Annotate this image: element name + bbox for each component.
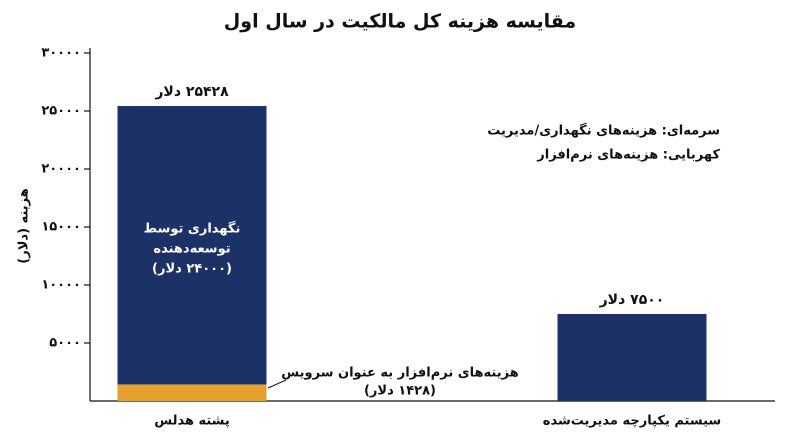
y-axis-label: هزینه (دلار) — [17, 188, 32, 263]
legend-entry: کهربایی: هزینه‌های نرم‌افزار — [536, 148, 720, 163]
bar-annotation: توسعه‌دهنده — [153, 242, 230, 257]
y-tick-label: ۳۰۰۰۰ — [41, 46, 81, 61]
legend-entry: سرمه‌ای: هزینه‌های نگهداری/مدیریت — [487, 123, 720, 139]
y-tick-label: ۲۰۰۰۰ — [41, 162, 81, 177]
x-tick-label: سیستم یکپارچه مدیریت‌شده — [543, 414, 721, 429]
total-label: ۷۵۰۰ دلار — [599, 292, 665, 308]
bar-annotation: نگهداری توسط — [144, 221, 241, 237]
y-tick-label: ۱۵۰۰۰ — [41, 220, 81, 235]
y-tick-label: ۱۰۰۰۰ — [41, 278, 81, 293]
y-tick-label: ۵۰۰۰ — [49, 336, 81, 351]
chart-title: مقایسه هزینه کل مالکیت در سال اول — [224, 11, 576, 33]
bar-segment — [117, 106, 267, 385]
total-label: ۲۵۴۲۸ دلار — [154, 84, 229, 100]
bar-segment — [557, 314, 707, 401]
bar-segment — [117, 384, 267, 401]
annotation-pointer — [267, 379, 287, 389]
segment-annotation: هزینه‌های نرم‌افزار به عنوان سرویس — [281, 366, 518, 381]
x-tick-label: پشته هدلس — [154, 414, 230, 429]
segment-annotation: (۱۴۲۸ دلار) — [364, 384, 436, 399]
bar-annotation: (۲۴۰۰۰ دلار) — [152, 262, 232, 277]
y-tick-label: ۲۵۰۰۰ — [41, 104, 81, 119]
